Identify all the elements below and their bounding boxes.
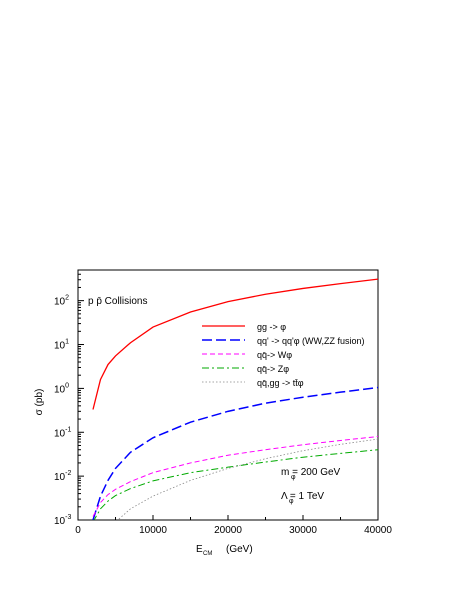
series-line-5 — [117, 438, 378, 520]
x-tick-label: 30000 — [289, 525, 317, 536]
legend: gg -> φ qq' -> qq'φ (WW,ZZ fusion) qq̄-> W… — [202, 322, 365, 388]
annotation-collisions: p p̄ Collisions — [88, 296, 147, 307]
legend-label: qq̄-> Wφ — [257, 350, 292, 360]
series-line-4 — [93, 449, 378, 520]
x-axis-label: E — [196, 544, 203, 555]
y-tick-label: 102 — [54, 295, 69, 308]
y-tick-label: 100 — [54, 382, 69, 395]
x-tick-label: 20000 — [214, 525, 242, 536]
series-line-1 — [92, 278, 378, 410]
param-lambda: Λ = 1 TeV — [281, 491, 324, 502]
y-axis-label: σ (pb) — [34, 389, 45, 416]
x-tick-label: 40000 — [364, 525, 392, 536]
series-layer — [92, 278, 378, 520]
param-mass-subscript: φ — [291, 474, 296, 481]
y-tick-label: 10-1 — [54, 426, 71, 439]
series-line-3 — [92, 436, 378, 517]
param-lambda-subscript: φ — [289, 498, 294, 505]
y-tick-label: 10-3 — [54, 514, 71, 527]
param-mass: m = 200 GeV — [281, 467, 341, 478]
plot-frame — [77, 269, 379, 521]
x-axis: 0 10000 20000 30000 40000 — [75, 515, 392, 536]
legend-label: qq̄,gg -> tt̄φ — [257, 378, 304, 388]
x-axis-label-subscript: CM — [203, 551, 212, 557]
y-axis: 10-3 10-2 10-1 100 101 102 — [54, 269, 84, 527]
y-tick-label: 101 — [54, 339, 69, 352]
legend-label: qq̄-> Zφ — [257, 364, 289, 374]
legend-label: gg -> φ — [257, 322, 286, 332]
x-axis-label-unit: (GeV) — [226, 544, 253, 555]
legend-label: qq' -> qq'φ (WW,ZZ fusion) — [257, 336, 365, 346]
y-tick-label: 10-2 — [54, 470, 71, 483]
x-tick-label: 0 — [75, 525, 81, 536]
x-tick-label: 10000 — [139, 525, 167, 536]
series-line-2 — [92, 386, 378, 520]
